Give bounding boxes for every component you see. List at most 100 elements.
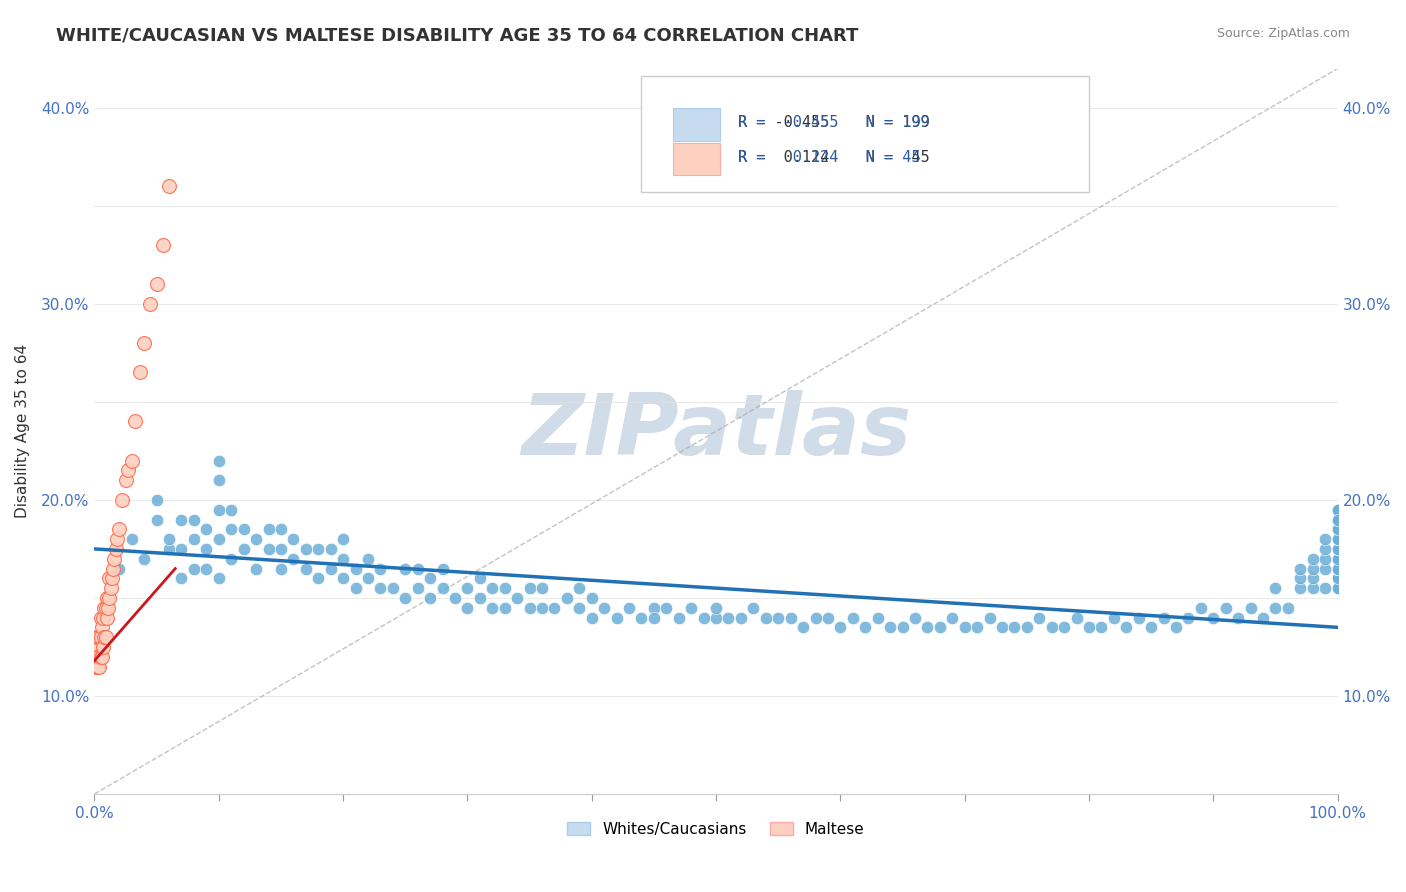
Point [1102,610,1125,624]
Point [779,610,801,624]
Point [581,610,603,624]
Point [555,591,578,605]
Point [370,561,392,575]
Point [444,591,467,605]
Point [1326,561,1348,575]
Point [91,640,114,654]
Point [245,561,267,575]
Point [208,532,231,546]
Point [111,492,134,507]
Point [1078,620,1101,634]
Point [87,659,110,673]
Point [84,640,107,654]
Point [519,600,541,615]
Point [96,610,118,624]
Point [1239,600,1261,615]
Point [195,522,218,536]
Point [1326,541,1348,556]
Point [1028,610,1050,624]
Point [979,610,1001,624]
Point [195,541,218,556]
Point [792,620,814,634]
Point [170,571,193,585]
Point [1140,620,1163,634]
Text: R = -0.455    N = 199: R = -0.455 N = 199 [738,115,929,130]
Point [381,581,404,595]
Point [1277,600,1299,615]
Point [394,591,416,605]
Point [283,551,305,566]
Point [90,649,112,664]
Point [152,238,174,252]
Point [90,610,112,624]
Point [1326,502,1348,516]
Point [1326,502,1348,516]
Point [1326,551,1348,566]
Point [406,561,429,575]
Point [1326,541,1348,556]
Point [157,532,180,546]
Point [1066,610,1088,624]
Point [1326,561,1348,575]
Point [530,600,553,615]
Point [1326,512,1348,526]
Point [817,610,839,624]
Point [1326,522,1348,536]
Point [742,600,765,615]
Point [90,649,112,664]
Point [1315,581,1337,595]
Point [593,600,616,615]
Point [543,600,565,615]
Point [145,277,167,292]
Point [1326,541,1348,556]
Point [432,561,454,575]
FancyBboxPatch shape [672,109,720,141]
Point [84,659,107,673]
Point [283,532,305,546]
Point [643,610,665,624]
Point [134,551,156,566]
Point [1315,541,1337,556]
Point [766,610,789,624]
Point [370,581,392,595]
Point [208,571,231,585]
Text: ZIPatlas: ZIPatlas [522,390,911,473]
Point [1115,620,1137,634]
Point [1326,561,1348,575]
Point [245,532,267,546]
Point [1326,551,1348,566]
Point [307,571,329,585]
Point [332,571,354,585]
Point [104,541,127,556]
Point [1164,620,1187,634]
Point [219,502,242,516]
Point [1326,512,1348,526]
Point [139,297,162,311]
Point [468,571,491,585]
Point [1015,620,1038,634]
Point [270,541,292,556]
Point [1326,522,1348,536]
Point [568,600,591,615]
Point [357,571,380,585]
Point [904,610,927,624]
FancyBboxPatch shape [672,143,720,175]
Point [219,551,242,566]
Point [432,581,454,595]
Point [157,541,180,556]
Point [1326,532,1348,546]
Point [1326,532,1348,546]
Point [494,581,516,595]
Point [1326,571,1348,585]
Point [295,561,318,575]
Point [84,649,107,664]
Text: WHITE/CAUCASIAN VS MALTESE DISABILITY AGE 35 TO 64 CORRELATION CHART: WHITE/CAUCASIAN VS MALTESE DISABILITY AG… [56,27,859,45]
Point [98,571,121,585]
Point [1302,561,1324,575]
Point [114,473,136,487]
Point [1326,541,1348,556]
Point [655,600,678,615]
Point [668,610,690,624]
Text: Source: ZipAtlas.com: Source: ZipAtlas.com [1216,27,1350,40]
Point [89,630,111,644]
